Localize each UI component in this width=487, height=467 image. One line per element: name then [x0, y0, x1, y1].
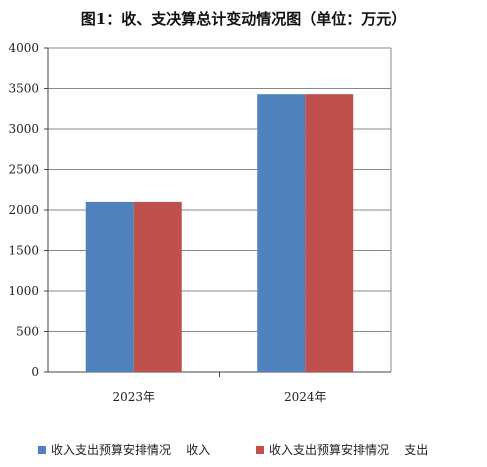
x-tick-label-1: 2024年: [284, 390, 327, 404]
legend-label-expense: 收入支出预算安排情况 支出: [269, 443, 429, 457]
y-tick-label-1: 500: [16, 325, 39, 339]
bar-1-series-0: [257, 94, 306, 373]
bar-0-series-1: [133, 201, 182, 372]
y-tick-label-7: 3500: [8, 82, 39, 96]
bar-0-series-0: [85, 201, 134, 372]
y-tick-label-6: 3000: [8, 122, 39, 136]
y-tick-label-2: 1000: [8, 284, 39, 298]
legend-swatch-income: [38, 445, 46, 454]
chart-title: 图1：收、支决算总计变动情况图（单位：万元）: [80, 10, 407, 28]
y-tick-label-0: 0: [31, 365, 39, 379]
legend-swatch-expense: [256, 445, 264, 454]
y-tick-label-4: 2000: [8, 203, 39, 217]
chart-legend: 收入支出预算安排情况 收入 收入支出预算安排情况 支出: [0, 441, 487, 461]
y-tick-label-8: 4000: [8, 41, 39, 55]
y-tick-label-5: 2500: [8, 163, 39, 177]
legend-label-income: 收入支出预算安排情况 收入: [51, 443, 211, 457]
x-tick-label-0: 2023年: [112, 390, 155, 404]
legend-item-income: 收入支出预算安排情况 收入: [38, 441, 210, 458]
bar-1-series-1: [305, 94, 354, 373]
y-tick-label-3: 1500: [8, 244, 39, 258]
legend-item-expense: 收入支出预算安排情况 支出: [256, 441, 428, 458]
